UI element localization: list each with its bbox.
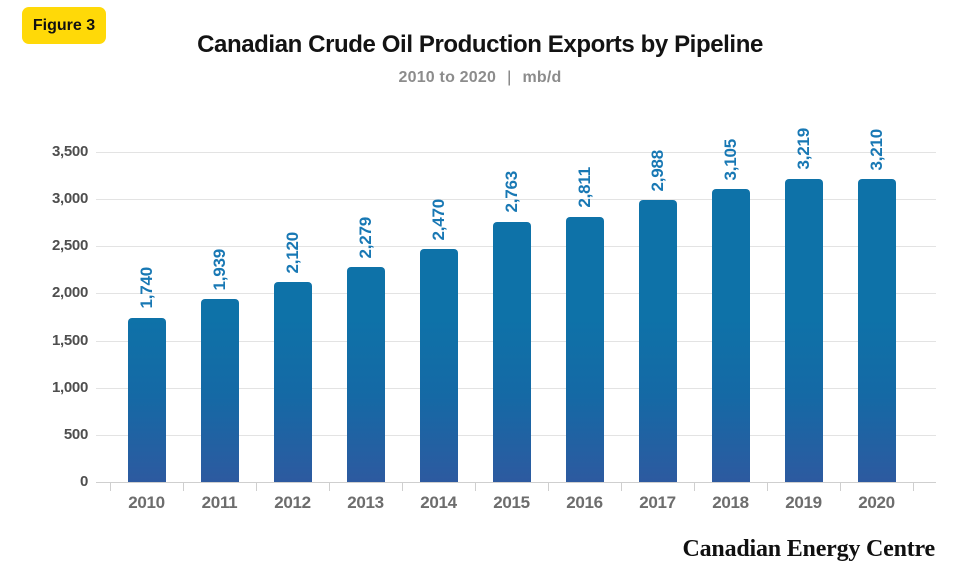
y-axis-tick-label: 3,500: [51, 143, 88, 160]
bar-2015: [492, 221, 531, 482]
bar-slot: 3,219 2019: [767, 128, 840, 512]
bar-value-label: 3,219: [793, 127, 813, 170]
bar-slot: 1,939 2011: [183, 152, 256, 512]
x-axis-category-label: 2015: [493, 493, 530, 512]
x-axis-tick: [840, 482, 841, 491]
x-axis-category-label: 2012: [274, 493, 311, 512]
y-axis-tick-label: 0: [79, 473, 88, 490]
bar-value-label: 3,210: [866, 128, 886, 171]
x-axis-tick: [694, 482, 695, 491]
subtitle-date-range: 2010 to 2020: [398, 69, 497, 86]
gridline: [96, 199, 936, 201]
figure-badge: Figure 3: [22, 7, 106, 44]
bar-slot: 2,988 2017: [621, 149, 694, 512]
bar-value-label: 2,811: [574, 167, 594, 208]
chart-title: Canadian Crude Oil Production Exports by…: [197, 31, 763, 58]
bar-slot: 3,210 2020: [840, 129, 913, 512]
bar-value-label: 1,740: [136, 267, 156, 309]
bar-slot: 2,763 2015: [475, 152, 548, 512]
x-axis-category-label: 2020: [858, 493, 895, 512]
figure-badge-label: Figure 3: [32, 16, 96, 34]
x-axis-tick: [110, 482, 111, 491]
bar-slot: 2,120 2012: [256, 152, 329, 512]
bar-slot: 1,740 2010: [110, 152, 183, 512]
bar-2013: [346, 267, 385, 482]
bar-2012: [273, 282, 312, 482]
bar-2017: [638, 200, 677, 482]
bar-value-label: 2,470: [428, 198, 448, 241]
y-axis-tick-label: 500: [63, 425, 88, 443]
bar-2011: [200, 299, 239, 482]
bar-value-label: 2,988: [647, 149, 667, 192]
bar-value-label: 2,279: [355, 216, 375, 259]
bars-layer: 1,740 2010 1,939 2011 2,120 2012 2,279 2013 2,47…: [110, 128, 914, 512]
x-axis-category-label: 2016: [566, 493, 603, 512]
x-axis-tick: [256, 482, 257, 491]
bar-2010: [127, 317, 166, 482]
x-axis-category-label: 2018: [712, 493, 749, 512]
y-axis-tick-label: 2,000: [51, 284, 88, 302]
subtitle-unit: mb/d: [522, 69, 562, 86]
brand-wordmark: Canadian Energy Centre: [682, 536, 936, 562]
y-axis-labels: 0 500 1,000 1,500 2,000 2,500 3,000 3,500: [20, 143, 88, 490]
bar-slot: 2,279 2013: [329, 152, 402, 512]
gridline: [96, 152, 936, 153]
y-axis-tick-label: 2,500: [51, 237, 88, 255]
x-axis-category-label: 2017: [639, 493, 676, 512]
bar-2018: [711, 189, 750, 482]
x-axis-tick: [548, 482, 549, 491]
x-axis-tick: [767, 482, 768, 491]
chart-subtitle: 2010 to 2020 | mb/d: [0, 69, 960, 87]
x-axis-category-label: 2010: [128, 493, 165, 512]
y-axis-tick-label: 3,000: [51, 190, 88, 208]
bar-2016: [565, 216, 604, 482]
bar-value-label: 2,763: [501, 170, 521, 213]
x-axis-tick: [402, 482, 403, 491]
x-axis-tick: [621, 482, 622, 491]
x-axis-tick: [475, 482, 476, 491]
x-axis-category-label: 2011: [201, 493, 238, 512]
bar-value-label: 3,105: [720, 138, 740, 181]
bar-2019: [784, 178, 823, 482]
bar-value-label: 2,120: [282, 231, 302, 274]
y-axis-tick-label: 1,000: [51, 378, 88, 396]
x-axis-tick: [183, 482, 184, 491]
bar-2020: [857, 179, 896, 482]
bar-slot: 3,105 2018: [694, 139, 767, 512]
y-axis-tick-label: 1,500: [51, 331, 88, 349]
subtitle-divider: |: [507, 69, 512, 86]
bar-slot: 2,470 2014: [402, 152, 475, 512]
x-axis-tick: [913, 482, 914, 491]
bar-2014: [419, 249, 458, 482]
bar-slot: 2,811 2016: [548, 152, 621, 512]
x-axis-line: [96, 482, 936, 483]
bar-value-label: 1,939: [209, 248, 229, 291]
x-axis-category-label: 2013: [347, 493, 384, 512]
x-axis-category-label: 2019: [785, 493, 822, 512]
x-axis-category-label: 2014: [420, 493, 457, 512]
x-axis-tick: [329, 482, 330, 491]
